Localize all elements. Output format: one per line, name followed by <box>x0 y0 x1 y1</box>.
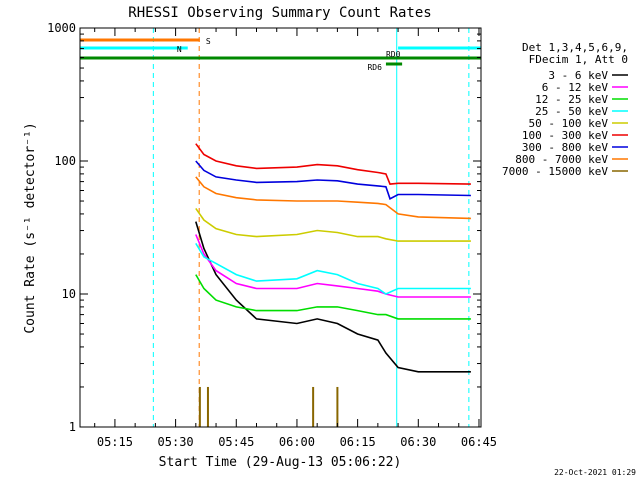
series-25-50-kev-line <box>195 242 471 295</box>
legend-entry-label: 800 - 7000 keV <box>515 153 608 166</box>
legend-header-line: Det 1,3,4,5,6,9, <box>522 41 628 54</box>
y-axis-label: Count Rate (s⁻¹ detector⁻¹) <box>23 122 38 333</box>
x-tick-label: 06:15 <box>340 435 376 449</box>
flag-label-rd0: RD0 <box>386 50 401 59</box>
legend-entry-label: 300 - 800 keV <box>522 141 608 154</box>
legend-entry-label: 7000 - 15000 keV <box>502 165 608 178</box>
series-12-25-kev-line <box>195 274 471 320</box>
plot-series <box>195 143 471 427</box>
chart-title: RHESSI Observing Summary Count Rates <box>128 5 431 21</box>
y-tick-label: 1 <box>69 420 76 434</box>
series-800-7000-kev-line <box>195 176 471 220</box>
x-tick-label: 06:45 <box>461 435 497 449</box>
series-100-300-kev-line <box>195 143 471 185</box>
y-ticks: 1 10 100 1000 <box>47 21 481 434</box>
footer-date: 22-Oct-2021 01:29 <box>554 468 636 477</box>
legend-entry-label: 25 - 50 keV <box>535 105 608 118</box>
flag-bars: S N RD0 RD6 <box>80 37 481 72</box>
x-axis-label: Start Time (29-Aug-13 05:06:22) <box>159 455 402 470</box>
plot-frame <box>79 27 482 428</box>
y-tick-label: 10 <box>62 287 76 301</box>
flag-label-s: S <box>206 37 211 46</box>
legend-entry-label: 6 - 12 keV <box>542 81 609 94</box>
series-50-100-kev-line <box>195 207 471 242</box>
x-tick-label: 05:30 <box>158 435 194 449</box>
y-tick-label: 1000 <box>47 21 76 35</box>
legend-entry-label: 12 - 25 keV <box>535 93 608 106</box>
x-tick-label: 06:00 <box>279 435 315 449</box>
legend-entry-label: 100 - 300 keV <box>522 129 608 142</box>
legend: Det 1,3,4,5,6,9,FDecim 1, Att 0 3 - 6 keV… <box>502 41 628 178</box>
y-tick-label: 100 <box>54 154 76 168</box>
legend-entry-label: 50 - 100 keV <box>529 117 609 130</box>
flag-label-n: N <box>177 45 182 54</box>
x-tick-label: 06:30 <box>400 435 436 449</box>
x-tick-label: 05:45 <box>218 435 254 449</box>
legend-header-line: FDecim 1, Att 0 <box>529 53 628 66</box>
x-ticks: 05:15 05:30 05:45 06:00 06:15 06:30 06:45 <box>94 28 497 449</box>
vertical-lines <box>79 28 470 427</box>
legend-entry-label: 3 - 6 keV <box>548 69 608 82</box>
x-tick-label: 05:15 <box>97 435 133 449</box>
flag-label-rd6: RD6 <box>367 63 382 72</box>
series-3-6-kev-line <box>195 221 471 373</box>
series-6-12-kev-line <box>195 234 471 298</box>
series-300-800-kev-line <box>195 160 471 200</box>
